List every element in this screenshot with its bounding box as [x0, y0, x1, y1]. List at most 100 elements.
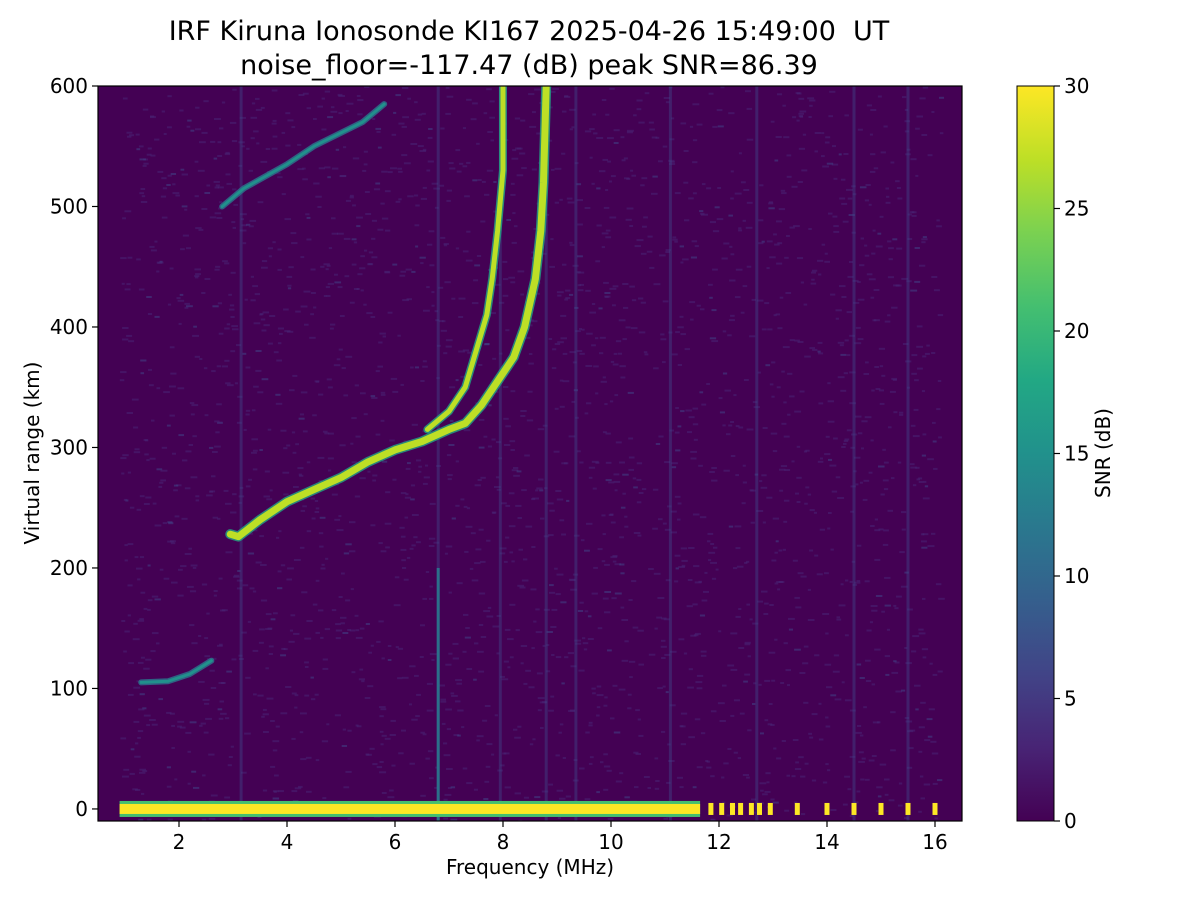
noise-pixel	[459, 162, 464, 165]
noise-pixel	[156, 642, 160, 645]
chart-title: IRF Kiruna Ionosonde KI167 2025-04-26 15…	[168, 16, 890, 47]
noise-pixel	[267, 247, 274, 250]
noise-pixel	[718, 397, 723, 400]
noise-pixel	[416, 459, 422, 462]
noise-pixel	[204, 414, 209, 417]
noise-pixel	[280, 564, 286, 567]
noise-pixel	[557, 294, 562, 297]
noise-pixel	[133, 720, 140, 723]
noise-pixel	[591, 460, 599, 463]
noise-pixel	[381, 792, 387, 794]
noise-pixel	[559, 405, 565, 408]
noise-pixel	[476, 739, 480, 742]
noise-pixel	[140, 201, 148, 203]
noise-pixel	[346, 102, 354, 105]
noise-pixel	[895, 690, 902, 693]
noise-pixel	[230, 350, 236, 353]
noise-pixel	[528, 324, 533, 327]
noise-pixel	[326, 378, 332, 381]
noise-pixel	[584, 207, 591, 209]
noise-pixel	[336, 358, 341, 361]
noise-pixel	[378, 341, 383, 344]
noise-pixel	[467, 351, 472, 354]
noise-pixel	[210, 140, 216, 143]
noise-pixel	[204, 278, 211, 280]
noise-pixel	[620, 572, 625, 575]
noise-pixel	[863, 706, 867, 709]
noise-pixel	[433, 541, 440, 544]
noise-pixel	[782, 548, 787, 551]
noise-pixel	[287, 284, 292, 287]
noise-pixel	[911, 650, 917, 653]
noise-pixel	[776, 386, 781, 389]
noise-pixel	[293, 632, 300, 635]
noise-pixel	[589, 756, 594, 759]
noise-pixel	[130, 748, 135, 751]
noise-pixel	[429, 264, 435, 267]
noise-pixel	[612, 285, 619, 288]
noise-pixel	[533, 227, 538, 230]
noise-pixel	[273, 612, 278, 615]
noise-pixel	[517, 270, 525, 273]
noise-pixel	[787, 372, 793, 375]
noise-pixel	[281, 193, 286, 196]
noise-pixel	[892, 378, 897, 381]
noise-pixel	[857, 338, 864, 341]
noise-pixel	[273, 351, 279, 354]
noise-pixel	[511, 157, 519, 160]
noise-pixel	[615, 340, 622, 343]
noise-pixel	[252, 449, 258, 452]
noise-pixel	[504, 628, 511, 631]
ground-band-pulse	[851, 802, 857, 815]
noise-pixel	[276, 359, 282, 362]
noise-pixel	[809, 347, 816, 350]
noise-pixel	[666, 781, 671, 784]
noise-pixel	[163, 391, 170, 394]
noise-pixel	[746, 428, 754, 431]
noise-pixel	[271, 89, 278, 92]
noise-pixel	[816, 573, 823, 576]
noise-pixel	[355, 636, 363, 639]
noise-pixel	[359, 668, 364, 671]
noise-pixel	[601, 99, 607, 101]
noise-pixel	[458, 350, 465, 353]
noise-pixel	[781, 370, 785, 373]
noise-pixel	[461, 726, 465, 729]
noise-pixel	[884, 604, 891, 607]
noise-pixel	[858, 751, 864, 754]
noise-pixel	[277, 248, 282, 251]
noise-pixel	[180, 248, 185, 251]
noise-pixel	[230, 745, 234, 748]
noise-pixel	[422, 360, 427, 363]
noise-pixel	[938, 597, 945, 600]
noise-pixel	[509, 440, 516, 443]
noise-pixel	[458, 297, 466, 300]
noise-pixel	[711, 479, 718, 482]
noise-pixel	[870, 109, 877, 111]
noise-pixel	[503, 444, 511, 446]
noise-pixel	[677, 425, 682, 428]
noise-pixel	[240, 213, 247, 216]
noise-pixel	[847, 197, 853, 200]
noise-pixel	[890, 749, 896, 752]
noise-pixel	[160, 479, 166, 482]
noise-pixel	[451, 694, 458, 697]
noise-pixel	[669, 704, 676, 707]
noise-pixel	[599, 352, 604, 355]
noise-pixel	[312, 414, 317, 417]
noise-pixel	[921, 546, 928, 549]
noise-pixel	[799, 390, 805, 393]
noise-pixel	[495, 476, 500, 479]
noise-pixel	[431, 659, 435, 661]
noise-pixel	[448, 652, 453, 655]
noise-pixel	[856, 790, 861, 793]
noise-pixel	[271, 147, 278, 150]
noise-pixel	[263, 731, 269, 733]
noise-pixel	[571, 400, 576, 403]
noise-pixel	[592, 487, 597, 490]
noise-pixel	[265, 628, 272, 630]
noise-pixel	[206, 184, 211, 187]
interference-line	[852, 86, 856, 821]
noise-pixel	[931, 111, 935, 113]
noise-pixel	[542, 644, 546, 647]
